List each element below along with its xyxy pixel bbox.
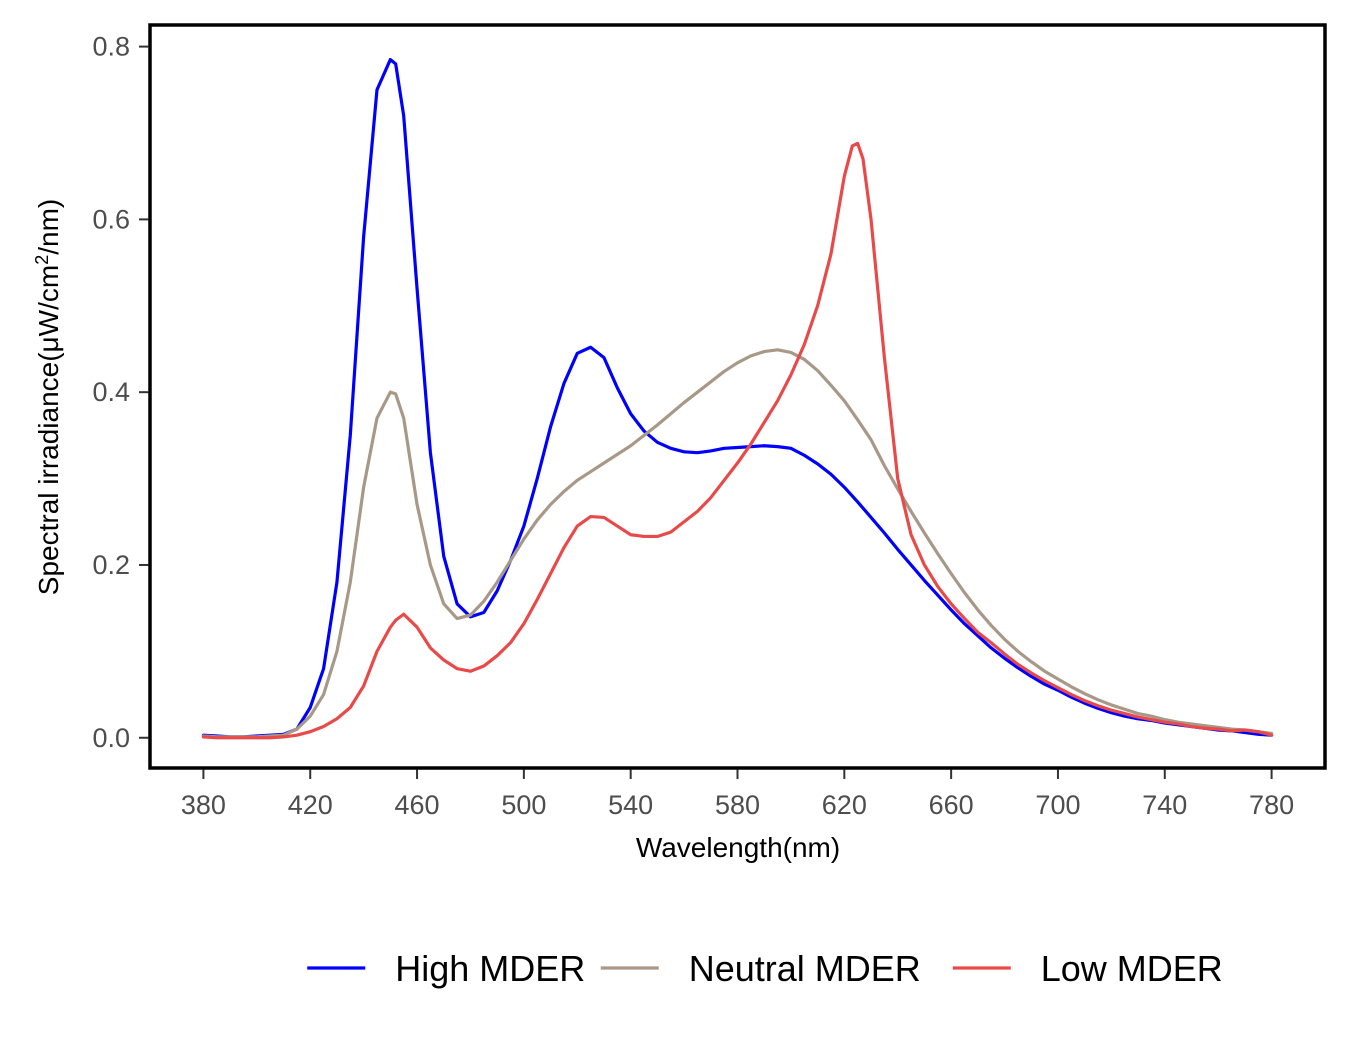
- series-line-1: [201, 348, 1274, 739]
- x-tick-label: 620: [822, 790, 867, 820]
- x-tick-label: 660: [929, 790, 974, 820]
- legend-item-1: Neutral MDER: [600, 948, 921, 989]
- x-tick-label: 460: [395, 790, 440, 820]
- y-tick-label: 0.2: [92, 550, 130, 580]
- x-tick-label: 740: [1142, 790, 1187, 820]
- plot-border: [148, 23, 1327, 770]
- y-tick-label: 0.6: [92, 204, 130, 234]
- y-axis-title-suffix: /nm): [33, 199, 64, 255]
- y-tick-label: 0.8: [92, 32, 130, 62]
- legend-label-0: High MDER: [395, 948, 585, 989]
- y-axis-title-superscript: 2: [32, 255, 52, 265]
- legend-item-0: High MDER: [307, 948, 585, 989]
- x-tick-label: 420: [288, 790, 333, 820]
- x-tick-label: 580: [715, 790, 760, 820]
- x-tick-label: 700: [1035, 790, 1080, 820]
- legend-item-2: Low MDER: [952, 948, 1223, 989]
- x-tick-label: 380: [181, 790, 226, 820]
- x-tick-label: 500: [501, 790, 546, 820]
- plot-area: [201, 57, 1274, 740]
- legend-label-1: Neutral MDER: [689, 948, 921, 989]
- axes: 380 420 460 500 540 580 620 660 700 740 780 0.0 0.2 0…: [92, 23, 1327, 820]
- y-axis-title: Spectral irradiance(μW/cm2/nm): [32, 199, 64, 595]
- series-line-0: [201, 57, 1274, 739]
- y-tick-label: 0.0: [92, 723, 130, 753]
- x-tick-label: 780: [1249, 790, 1294, 820]
- legend-label-2: Low MDER: [1041, 948, 1223, 989]
- y-tick-label: 0.4: [92, 377, 130, 407]
- legend: High MDER Neutral MDER Low MDER: [307, 948, 1223, 989]
- y-axis-title-prefix: Spectral irradiance(μW/cm: [33, 265, 64, 595]
- x-axis-title: Wavelength(nm): [636, 832, 840, 863]
- x-tick-label: 540: [608, 790, 653, 820]
- series-line-2: [201, 141, 1274, 740]
